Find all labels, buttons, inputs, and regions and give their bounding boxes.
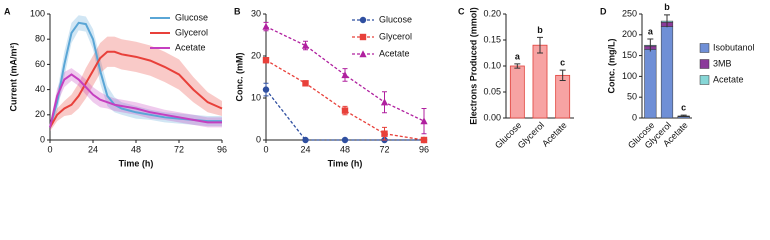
marker — [341, 71, 349, 79]
line — [49, 21, 222, 128]
marker — [302, 136, 309, 144]
line — [265, 59, 425, 141]
legend-label: Glycerol — [379, 31, 412, 41]
y-tick-label: 0.10 — [483, 60, 501, 70]
y-tick-label: 80 — [35, 34, 45, 44]
y-axis-label: Conc. (mg/L) — [606, 39, 616, 94]
y-tick-label: 30 — [251, 8, 261, 18]
y-tick-label: 0 — [40, 134, 45, 144]
annotation: c — [681, 102, 686, 112]
y-tick-label: 0.15 — [483, 34, 501, 44]
y-tick-label: 0.20 — [483, 8, 501, 18]
marker — [262, 86, 270, 93]
error-band — [50, 36, 222, 132]
error-bar — [664, 14, 670, 28]
y-tick-label: 150 — [622, 50, 637, 60]
bar-segment — [660, 26, 674, 119]
legend-label: Acetate — [175, 42, 206, 52]
y-tick-label: 0.00 — [483, 112, 501, 122]
annotation: a — [515, 51, 521, 61]
bar — [532, 44, 548, 119]
x-tick-label: 72 — [174, 144, 184, 154]
y-tick-label: 250 — [622, 8, 637, 18]
x-tick-label: 96 — [217, 144, 227, 154]
y-tick-label: 100 — [30, 8, 45, 18]
x-tick-label: 0 — [47, 144, 52, 154]
legend-marker — [359, 50, 367, 58]
error-band — [50, 68, 222, 132]
error-bar — [647, 38, 654, 52]
y-axis-label: Current (mA/m²) — [8, 42, 18, 111]
legend-label: Acetate — [713, 74, 744, 84]
bar — [509, 65, 525, 119]
marker — [420, 117, 428, 125]
y-tick-label: 40 — [35, 84, 45, 94]
marker — [341, 136, 349, 144]
line — [265, 26, 425, 122]
legend-marker — [359, 16, 367, 24]
x-axis-label: Time (h) — [328, 158, 363, 168]
error-bar — [680, 114, 687, 117]
marker — [262, 22, 270, 30]
marker — [380, 98, 389, 106]
y-tick-label: 60 — [35, 59, 45, 69]
x-tick-label: 0 — [263, 144, 268, 154]
marker — [381, 130, 388, 137]
annotation: b — [537, 25, 543, 35]
panel-letter: A — [4, 6, 11, 16]
line — [265, 89, 424, 141]
x-tick-label: 72 — [379, 144, 389, 154]
legend-label: Acetate — [379, 48, 410, 58]
y-tick-label: 0.05 — [483, 86, 501, 96]
legend-swatch — [699, 43, 710, 53]
legend-label: Glycerol — [175, 27, 208, 37]
y-tick-label: 50 — [627, 92, 637, 102]
y-tick-label: 10 — [251, 92, 261, 102]
bar-segment — [644, 49, 657, 119]
x-axis-label: Time (h) — [119, 158, 154, 168]
error-band — [50, 15, 222, 132]
y-axis-label: Conc. (mM) — [234, 53, 244, 102]
panel-letter: B — [234, 6, 241, 16]
y-tick-label: 200 — [622, 29, 637, 39]
marker — [420, 136, 428, 144]
x-tick-label: 24 — [88, 144, 98, 154]
x-tick-label: 96 — [419, 144, 429, 154]
legend-label: 3MB — [713, 58, 732, 68]
x-tick-label: 24 — [300, 144, 310, 154]
y-tick-label: 20 — [251, 50, 261, 60]
marker — [341, 107, 349, 114]
bar — [555, 74, 571, 119]
y-tick-label: 100 — [622, 71, 637, 81]
legend-swatch — [699, 59, 710, 69]
y-tick-label: 0 — [256, 134, 261, 144]
legend-label: Glucose — [175, 12, 208, 22]
x-tick-label: Acetate — [540, 120, 569, 149]
y-tick-label: 0 — [632, 112, 637, 122]
panel-letter: C — [458, 6, 465, 16]
line — [49, 73, 222, 128]
x-tick-label: 48 — [340, 144, 350, 154]
panel-letter: D — [600, 6, 607, 16]
annotation: c — [560, 58, 565, 68]
legend-marker — [359, 33, 367, 41]
marker — [301, 41, 310, 49]
legend-swatch — [699, 75, 710, 85]
error-bar — [537, 36, 543, 54]
error-bar — [559, 69, 566, 82]
error-bar — [514, 63, 521, 69]
y-tick-label: 20 — [35, 109, 45, 119]
marker — [262, 57, 270, 64]
x-tick-label: 48 — [131, 144, 141, 154]
legend-label: Isobutanol — [713, 42, 755, 52]
legend-label: Glucose — [379, 14, 412, 24]
y-axis-label: Electrons Produced (mmol) — [468, 7, 478, 125]
annotation: b — [664, 2, 670, 12]
annotation: a — [648, 26, 654, 36]
marker — [302, 80, 309, 87]
line — [49, 50, 223, 128]
